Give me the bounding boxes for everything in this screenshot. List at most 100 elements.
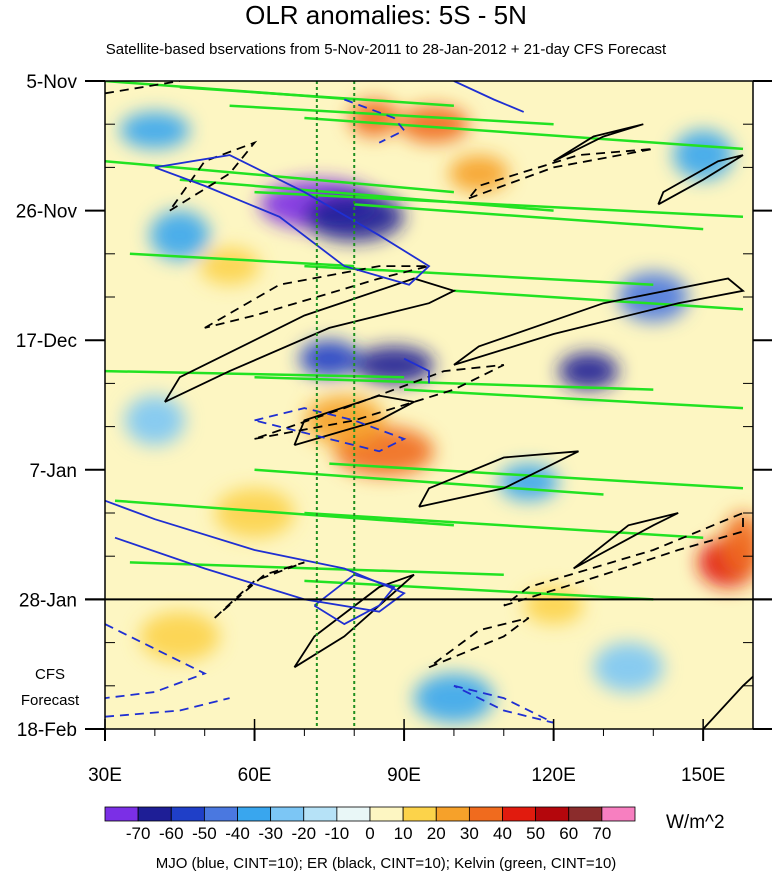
kelvin-contour bbox=[304, 579, 654, 601]
y-tick-label: 28-Jan bbox=[19, 590, 77, 611]
anomaly-blob bbox=[593, 642, 664, 692]
anomaly-blob bbox=[618, 272, 689, 322]
colorbar-level-label: 0 bbox=[365, 824, 374, 843]
anomaly-blob bbox=[723, 513, 753, 575]
colorbar-swatch bbox=[369, 806, 404, 822]
colorbar-level-label: -40 bbox=[225, 824, 250, 843]
anomaly-blob bbox=[673, 130, 734, 180]
er-contour bbox=[657, 154, 744, 206]
colorbar-level-label: 30 bbox=[460, 824, 479, 843]
kelvin-contour bbox=[354, 203, 704, 231]
plot-frame bbox=[104, 80, 754, 730]
x-tick-label: 90E bbox=[387, 765, 421, 786]
x-tick-label: 60E bbox=[238, 765, 272, 786]
er-contour bbox=[553, 123, 644, 163]
x-tick-label: 30E bbox=[88, 765, 122, 786]
kelvin-contour bbox=[304, 116, 744, 151]
colorbar-swatch bbox=[137, 806, 172, 822]
colorbar-swatch bbox=[237, 806, 272, 822]
chart-title: OLR anomalies: 5S - 5N bbox=[245, 0, 527, 30]
anomaly-blob bbox=[414, 673, 494, 723]
mjo-contour bbox=[254, 407, 407, 453]
er-contour bbox=[503, 511, 744, 607]
colorbar-level-label: -30 bbox=[258, 824, 283, 843]
x-tick-label: 120E bbox=[531, 765, 575, 786]
er-contour bbox=[164, 277, 457, 403]
anomaly-blob bbox=[304, 192, 405, 242]
er-contour bbox=[428, 617, 530, 669]
mjo-contour bbox=[105, 499, 406, 613]
kelvin-contour bbox=[254, 375, 654, 391]
colorbar-level-label: -60 bbox=[159, 824, 184, 843]
colorbar-swatch bbox=[435, 806, 470, 822]
kelvin-contour bbox=[229, 104, 554, 126]
kelvin-contour bbox=[114, 499, 454, 527]
colorbar-level-label: 20 bbox=[427, 824, 446, 843]
colorbar-swatch bbox=[601, 806, 636, 822]
mjo-contour bbox=[154, 154, 431, 286]
reference-longitude-lines bbox=[315, 81, 356, 729]
anomaly-blob bbox=[139, 611, 220, 662]
y-tick-label: 17-Dec bbox=[16, 331, 77, 352]
colorbar-swatch bbox=[303, 806, 338, 822]
y-tick-label: 18-Feb bbox=[17, 720, 77, 741]
anomaly-blob bbox=[304, 395, 385, 446]
colorbar-swatch bbox=[502, 806, 537, 822]
kelvin-contour bbox=[329, 462, 744, 490]
er-contour bbox=[293, 573, 415, 669]
anomaly-blob bbox=[354, 346, 434, 384]
er-contour bbox=[214, 561, 305, 619]
colorbar-swatch bbox=[568, 806, 603, 822]
y-tick-label: 26-Nov bbox=[16, 202, 78, 223]
er-contour bbox=[468, 148, 654, 200]
anomaly-blob bbox=[119, 111, 190, 149]
er-contour bbox=[169, 140, 258, 212]
colorbar-swatch bbox=[402, 806, 437, 822]
colorbar-swatch bbox=[535, 806, 570, 822]
colorbar-level-label: -50 bbox=[192, 824, 217, 843]
mjo-contour bbox=[313, 573, 396, 626]
colorbar-level-label: -20 bbox=[291, 824, 316, 843]
colorbar-units: W/m^2 bbox=[666, 812, 725, 833]
kelvin-contour bbox=[254, 190, 744, 219]
colorbar-level-label: 60 bbox=[559, 824, 578, 843]
anomaly-blob bbox=[214, 488, 295, 538]
anomaly-blob bbox=[399, 105, 469, 143]
forecast-label-line2: Forecast bbox=[20, 692, 80, 709]
colorbar-swatch bbox=[203, 806, 238, 822]
anomaly-blob bbox=[349, 99, 400, 137]
colorbar-swatch bbox=[270, 806, 305, 822]
kelvin-contour bbox=[254, 468, 604, 496]
colorbar-level-label: 40 bbox=[493, 824, 512, 843]
anomaly-blob bbox=[199, 247, 260, 285]
anomaly-blob bbox=[558, 352, 619, 390]
colorbar-level-label: 10 bbox=[394, 824, 413, 843]
er-contour bbox=[573, 512, 679, 570]
colorbar-level-label: -70 bbox=[126, 824, 151, 843]
chart-subtitle: Satellite-based bservations from 5-Nov-2… bbox=[105, 41, 667, 58]
mjo-contour bbox=[105, 697, 230, 718]
anomaly-blob bbox=[448, 155, 509, 193]
colorbar-swatch bbox=[336, 806, 371, 822]
contour-legend: MJO (blue, CINT=10); ER (black, CINT=10)… bbox=[155, 855, 617, 872]
kelvin-contour bbox=[129, 252, 355, 268]
contour-overlays bbox=[105, 81, 753, 729]
y-tick-label: 7-Jan bbox=[29, 461, 77, 482]
er-contour bbox=[418, 450, 579, 508]
x-tick-label: 150E bbox=[681, 765, 725, 786]
anomaly-blob bbox=[498, 463, 559, 501]
kelvin-contour bbox=[404, 388, 744, 410]
anomaly-blob bbox=[149, 210, 210, 260]
mjo-contour bbox=[105, 623, 207, 699]
anomaly-blob bbox=[124, 395, 185, 446]
colorbar-level-label: -10 bbox=[325, 824, 350, 843]
colorbar-level-label: 50 bbox=[526, 824, 545, 843]
y-tick-label: 5-Nov bbox=[26, 72, 77, 93]
kelvin-contour bbox=[179, 85, 454, 107]
colorbar: -70 -60 -50 -40 -30 -20 -10 0 10 20 30 40 50 60 70 bbox=[104, 806, 636, 843]
anomaly-blob bbox=[299, 340, 360, 378]
forecast-label-line1: CFS bbox=[35, 666, 65, 683]
y-axis: 5-Nov 26-Nov 17-Dec 7-Jan 28-Jan 18-Feb bbox=[16, 72, 772, 741]
colorbar-swatch bbox=[170, 806, 205, 822]
